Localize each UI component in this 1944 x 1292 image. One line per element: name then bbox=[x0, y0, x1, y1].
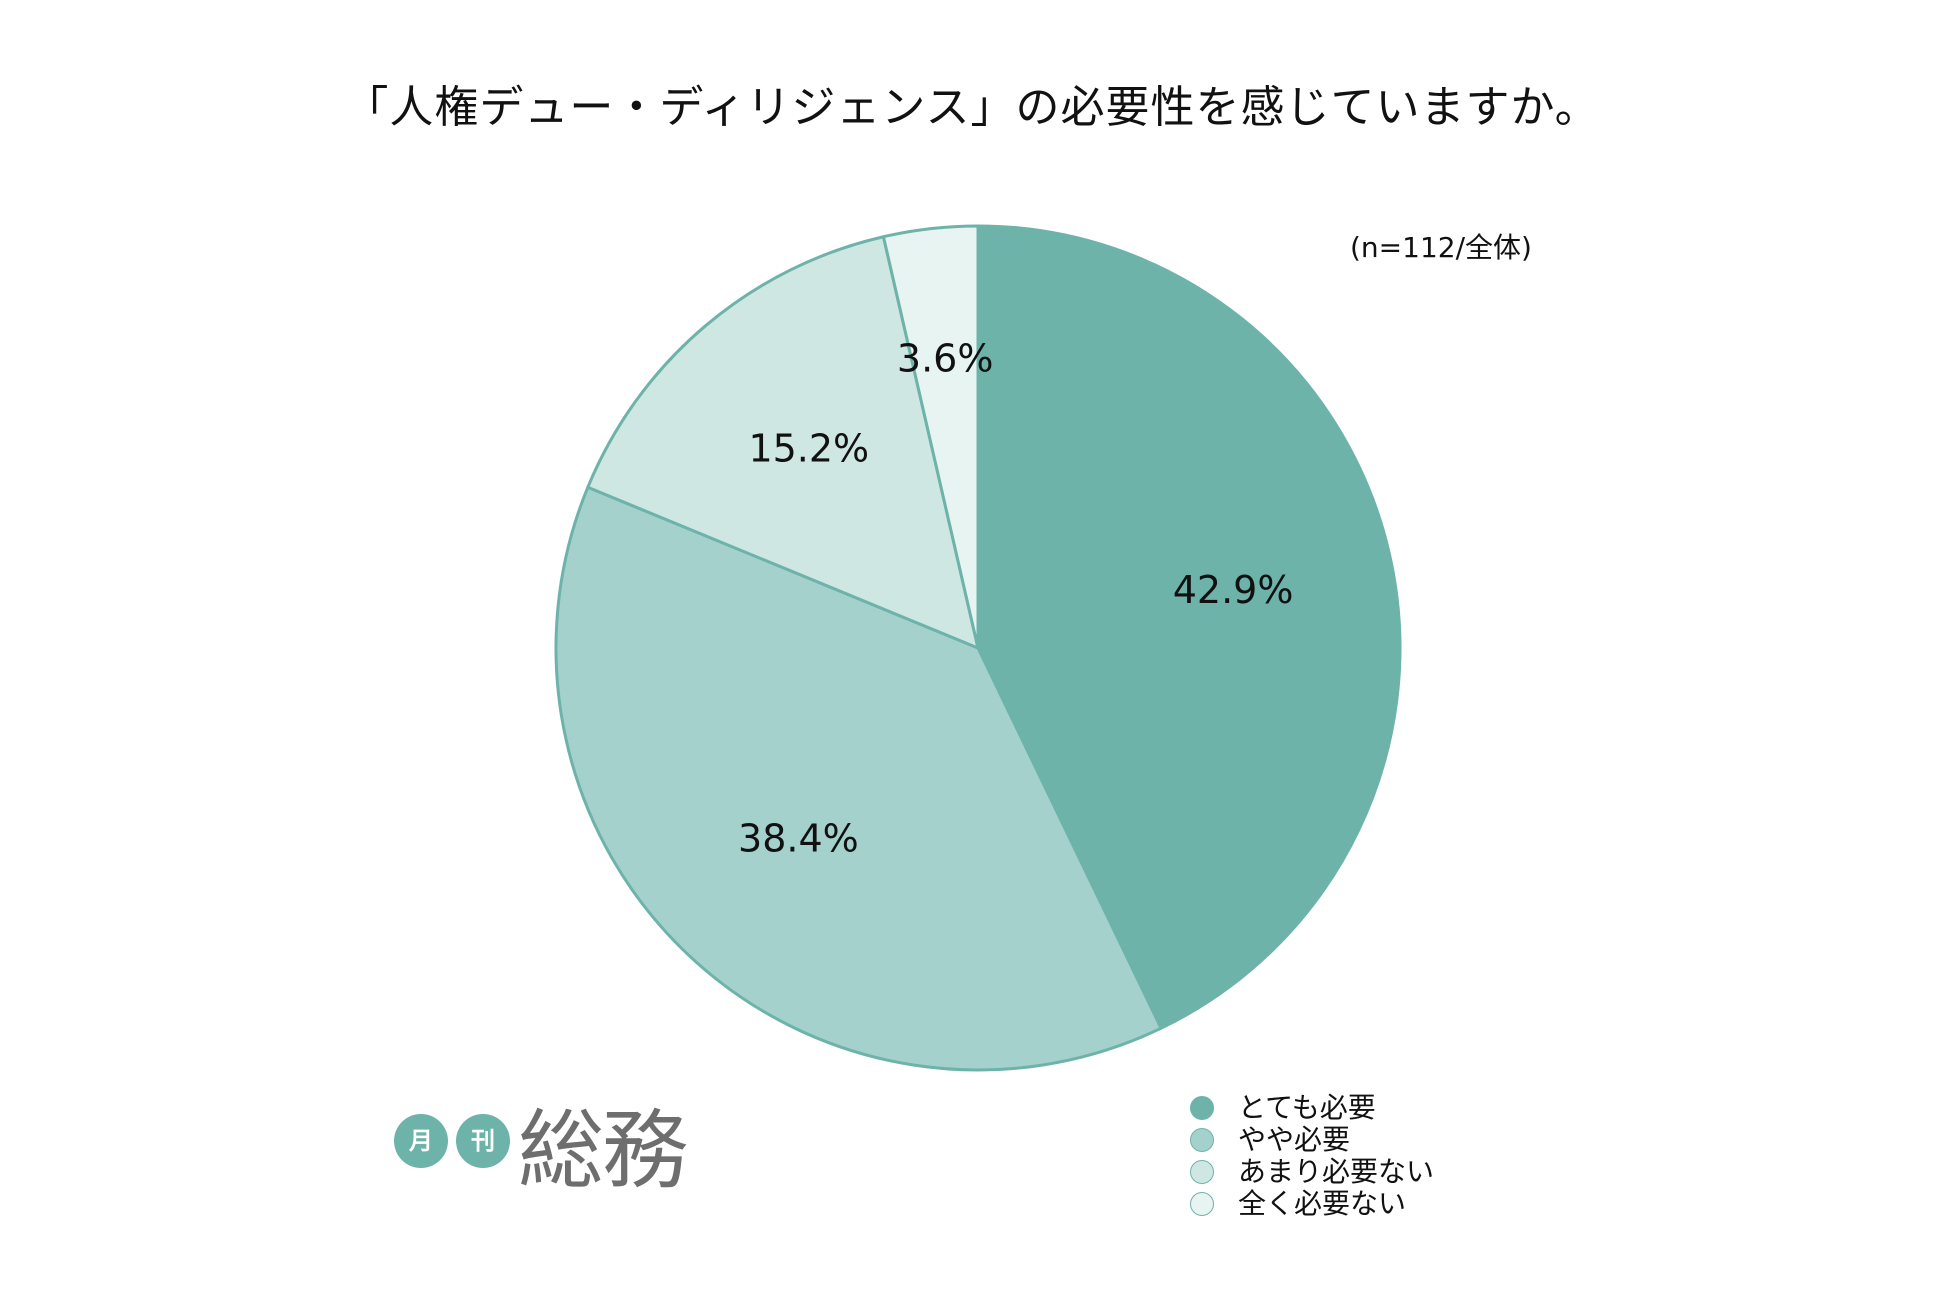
logo-badge-month: 月 bbox=[394, 1114, 448, 1168]
pie-slice-very-necessary bbox=[976, 224, 1402, 1030]
logo-wordmark: 総務 bbox=[518, 1101, 688, 1201]
sample-size-note: (n=112/全体) bbox=[1350, 231, 1532, 264]
publisher-logo: 月 刊 総務 bbox=[390, 1096, 710, 1216]
legend-item-not-very-necessary: あまり必要ない bbox=[1190, 1156, 1510, 1188]
legend-label-somewhat-necessary: やや必要 bbox=[1238, 1123, 1351, 1156]
legend-item-somewhat-necessary: やや必要 bbox=[1190, 1124, 1510, 1156]
pie-slice-not-necessary-at-all bbox=[881, 224, 980, 650]
legend: とても必要 やや必要 あまり必要ない 全く必要ない bbox=[1190, 1092, 1510, 1220]
legend-swatch-very-necessary bbox=[1190, 1096, 1214, 1120]
slice-value-label-not-very-necessary: 15.2% bbox=[748, 426, 869, 470]
pie-labels: 42.9% 38.4% 15.2% 3.6% bbox=[738, 337, 1293, 861]
legend-swatch-not-very-necessary bbox=[1190, 1160, 1214, 1184]
slice-value-label-very-necessary: 42.9% bbox=[1173, 568, 1294, 612]
chart-title: 「人権デュー・ディリジェンス」の必要性を感じていますか。 bbox=[344, 82, 1600, 133]
legend-label-not-necessary-at-all: 全く必要ない bbox=[1238, 1187, 1407, 1220]
legend-swatch-not-necessary-at-all bbox=[1190, 1192, 1214, 1216]
slice-value-label-somewhat-necessary: 38.4% bbox=[738, 816, 859, 860]
legend-swatch-somewhat-necessary bbox=[1190, 1128, 1214, 1152]
pie-slice-somewhat-necessary bbox=[554, 485, 1163, 1072]
logo-badge-edition: 刊 bbox=[456, 1114, 510, 1168]
pie-slices bbox=[554, 224, 1402, 1072]
legend-label-very-necessary: とても必要 bbox=[1238, 1091, 1376, 1124]
legend-item-very-necessary: とても必要 bbox=[1190, 1092, 1510, 1124]
pie-slice-not-very-necessary bbox=[586, 235, 980, 650]
legend-item-not-necessary-at-all: 全く必要ない bbox=[1190, 1188, 1510, 1220]
slice-value-label-not-necessary-at-all: 3.6% bbox=[897, 337, 994, 381]
legend-label-not-very-necessary: あまり必要ない bbox=[1238, 1155, 1435, 1188]
